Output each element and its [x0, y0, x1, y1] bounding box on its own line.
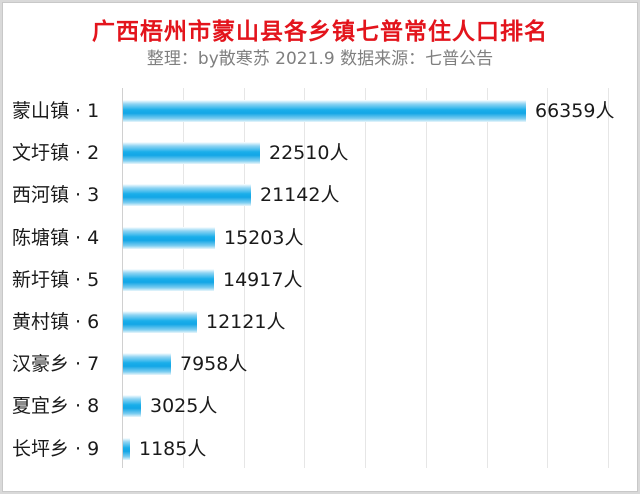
category-label: 汉豪乡 · 7 — [12, 353, 100, 376]
category-label: 长坪乡 · 9 — [12, 437, 100, 460]
value-label: 14917人 — [223, 268, 303, 291]
chart-title: 广西梧州市蒙山县各乡镇七普常住人口排名 — [92, 19, 548, 45]
bar — [123, 100, 526, 122]
category-label: 黄村镇 · 6 — [12, 311, 100, 333]
bar-row: 夏宜乡 · 8 3025人 — [12, 383, 640, 425]
gridline — [244, 88, 245, 468]
chart-subtitle: 整理：by散寒苏 2021.9 数据来源：七普公告 — [146, 49, 494, 69]
value-label: 22510人 — [269, 142, 349, 165]
category-label: 蒙山镇 · 1 — [12, 100, 100, 122]
bar-row: 文圩镇 · 2 22510人 — [12, 130, 640, 172]
gridline — [487, 88, 488, 468]
bar — [123, 437, 130, 460]
plot-area: 蒙山镇 · 1 66359人文圩镇 · 2 22510人西河镇 · 3 21142人陈… — [12, 88, 614, 468]
gridline — [426, 88, 427, 468]
value-label: 15203人 — [224, 226, 304, 249]
bar — [123, 353, 171, 376]
bar — [123, 184, 251, 207]
value-label: 66359人 — [535, 100, 615, 122]
bar-row: 新圩镇 · 5 14917人 — [12, 257, 640, 299]
category-axis — [122, 88, 123, 468]
bar-row: 长坪乡 · 9 1185人 — [12, 426, 640, 468]
bar — [123, 142, 260, 165]
bar — [123, 268, 214, 291]
bar-row: 蒙山镇 · 1 66359人 — [12, 88, 640, 130]
value-label: 1185人 — [139, 437, 207, 460]
category-label: 新圩镇 · 5 — [12, 268, 100, 291]
gridline — [304, 88, 305, 468]
gridline — [608, 88, 609, 468]
bar — [123, 311, 197, 333]
value-label: 12121人 — [206, 311, 286, 333]
category-label: 文圩镇 · 2 — [12, 142, 100, 165]
value-label: 21142人 — [260, 184, 340, 207]
category-label: 陈塘镇 · 4 — [12, 226, 100, 249]
bar-row: 西河镇 · 3 21142人 — [12, 172, 640, 214]
gridline — [547, 88, 548, 468]
value-label: 7958人 — [180, 353, 248, 376]
value-label: 3025人 — [150, 395, 218, 418]
bar-row: 汉豪乡 · 7 7958人 — [12, 341, 640, 383]
bar — [123, 395, 141, 418]
bar-row: 黄村镇 · 6 12121人 — [12, 299, 640, 341]
category-label: 西河镇 · 3 — [12, 184, 100, 207]
category-label: 夏宜乡 · 8 — [12, 395, 100, 418]
bar-row: 陈塘镇 · 4 15203人 — [12, 215, 640, 257]
gridline — [365, 88, 366, 468]
bar — [123, 226, 215, 249]
